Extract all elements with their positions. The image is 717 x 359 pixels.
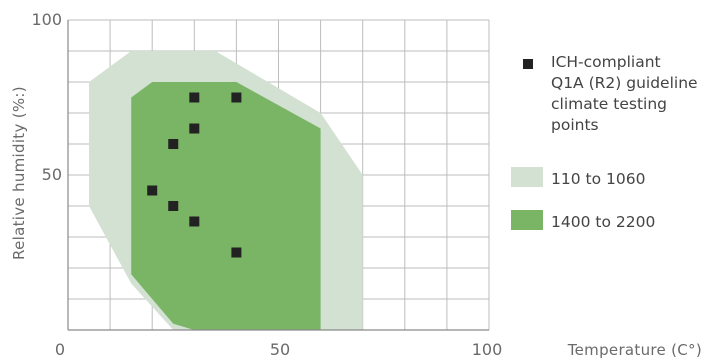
area-region [131, 82, 321, 330]
x-tick-label: 50 [270, 340, 290, 359]
plot-area [67, 19, 490, 331]
legend-item-110-to-1060: 110 to 1060 [511, 167, 645, 188]
x-axis-title: Temperature (C°) [567, 341, 702, 359]
x-tick-label: 0 [55, 340, 65, 359]
legend-label: ICH-compliant Q1A (R2) guideline climate… [551, 53, 703, 134]
axes [67, 20, 489, 331]
legend-swatch [511, 210, 543, 230]
legend-label: 1400 to 2200 [551, 213, 655, 231]
y-tick-label: 100 [31, 10, 62, 29]
tick-labels: 100 50 0 50 100 [31, 10, 502, 359]
test-point-marker [168, 201, 179, 211]
test-point-marker [231, 92, 242, 103]
legend-item-test-points: ICH-compliant Q1A (R2) guideline climate… [523, 53, 703, 134]
test-point-marker [231, 247, 242, 258]
test-point-marker [189, 123, 200, 134]
legend-item-1400-to-2200: 1400 to 2200 [511, 210, 655, 231]
area-series [89, 51, 363, 330]
legend-swatch [511, 167, 543, 187]
y-tick-label: 50 [42, 165, 62, 184]
legend-label: 110 to 1060 [551, 170, 645, 188]
legend: ICH-compliant Q1A (R2) guideline climate… [511, 53, 703, 231]
y-axis-title: Relative humidity (%:) [10, 86, 28, 260]
x-tick-label: 100 [472, 340, 503, 359]
legend-swatch-square-marker-icon [523, 59, 533, 69]
test-point-marker [189, 216, 200, 227]
scatter-series [147, 92, 242, 258]
test-point-marker [189, 92, 200, 103]
test-point-marker [147, 185, 158, 196]
test-point-marker [168, 139, 179, 149]
